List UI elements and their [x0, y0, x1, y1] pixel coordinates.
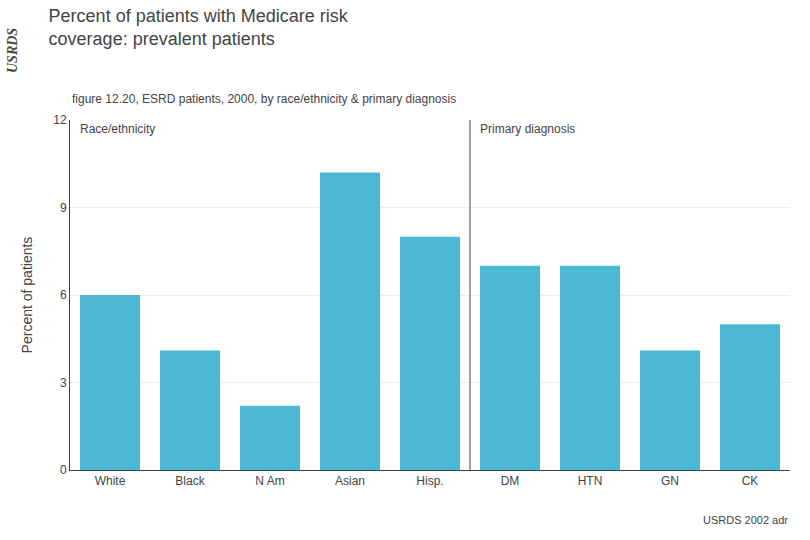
svg-text:N Am: N Am: [255, 474, 284, 488]
svg-text:6: 6: [60, 288, 67, 302]
svg-text:9: 9: [60, 201, 67, 215]
svg-text:Percent of patients with Medic: Percent of patients with Medicare riskco…: [49, 6, 349, 49]
svg-text:Asian: Asian: [335, 474, 365, 488]
svg-text:USRDS: USRDS: [5, 28, 20, 73]
svg-text:figure 12.20, ESRD patients, 2: figure 12.20, ESRD patients, 2000, by ra…: [72, 92, 456, 106]
svg-text:CK: CK: [742, 474, 759, 488]
svg-text:DM: DM: [501, 474, 520, 488]
svg-text:Primary diagnosis: Primary diagnosis: [480, 122, 575, 136]
svg-text:Percent of patients: Percent of patients: [19, 237, 35, 354]
svg-text:Black: Black: [175, 474, 205, 488]
svg-text:3: 3: [60, 376, 67, 390]
svg-text:0: 0: [60, 463, 67, 477]
svg-text:HTN: HTN: [578, 474, 603, 488]
svg-text:White: White: [95, 474, 126, 488]
svg-text:GN: GN: [661, 474, 679, 488]
svg-text:USRDS 2002 adr: USRDS 2002 adr: [703, 514, 788, 526]
svg-text:Race/ethnicity: Race/ethnicity: [80, 122, 155, 136]
svg-text:12: 12: [53, 113, 67, 127]
svg-text:Hisp.: Hisp.: [416, 474, 443, 488]
